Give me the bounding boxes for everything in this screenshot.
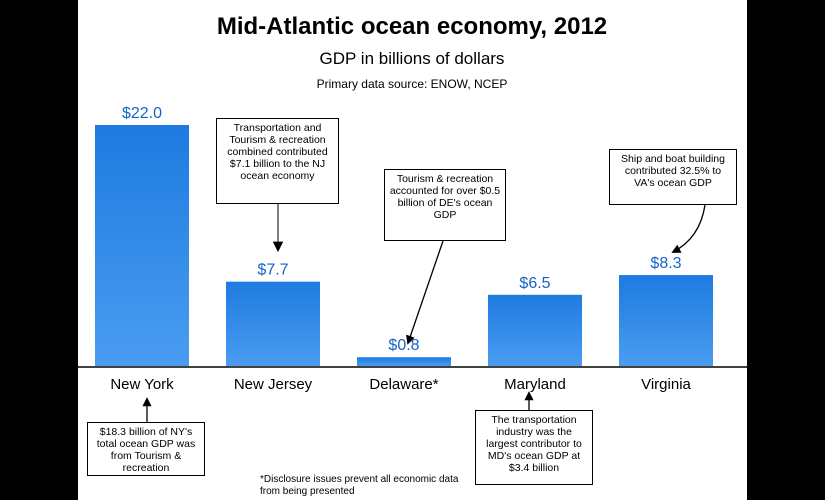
value-label-delaware: $0.8 — [388, 337, 419, 354]
value-label-maryland: $6.5 — [519, 275, 550, 292]
category-label-virginia: Virginia — [641, 376, 691, 393]
chart-slide: Mid-Atlantic ocean economy, 2012 GDP in … — [78, 0, 747, 500]
bar-chart: Mid-Atlantic ocean economy, 2012 GDP in … — [78, 13, 747, 422]
value-label-new-york: $22.0 — [122, 105, 162, 122]
de-arrow — [406, 240, 444, 345]
category-label-delaware: Delaware* — [369, 376, 438, 393]
bars-group: $22.0 $7.7 $0.8 $6.5 $8.3 — [95, 105, 713, 366]
va-arrow — [671, 204, 706, 253]
chart-source: Primary data source: ENOW, NCEP — [317, 77, 508, 91]
chart-subtitle: GDP in billions of dollars — [320, 49, 505, 68]
category-label-new-jersey: New Jersey — [234, 376, 313, 393]
annotation-maryland: The transportation industry was the larg… — [475, 410, 593, 485]
bar-delaware — [357, 357, 451, 366]
bar-new-york — [95, 125, 189, 366]
annotation-virginia: Ship and boat building contributed 32.5%… — [609, 149, 737, 205]
value-label-virginia: $8.3 — [650, 255, 681, 272]
annotation-new-jersey: Transportation and Tourism & recreation … — [216, 118, 339, 204]
value-label-new-jersey: $7.7 — [257, 262, 288, 279]
annotation-delaware: Tourism & recreation accounted for over … — [384, 169, 506, 241]
category-label-new-york: New York — [110, 376, 174, 393]
bar-maryland — [488, 294, 582, 366]
category-label-maryland: Maryland — [504, 376, 566, 393]
chart-title: Mid-Atlantic ocean economy, 2012 — [217, 13, 607, 40]
bar-virginia — [619, 275, 713, 366]
category-labels: New York New Jersey Delaware* Maryland Virgi… — [110, 376, 691, 393]
bar-new-jersey — [226, 281, 320, 366]
footnote: *Disclosure issues prevent all economic … — [260, 474, 459, 497]
annotation-arrows — [142, 204, 706, 422]
annotation-new-york: $18.3 billion of NY's total ocean GDP wa… — [87, 422, 205, 476]
